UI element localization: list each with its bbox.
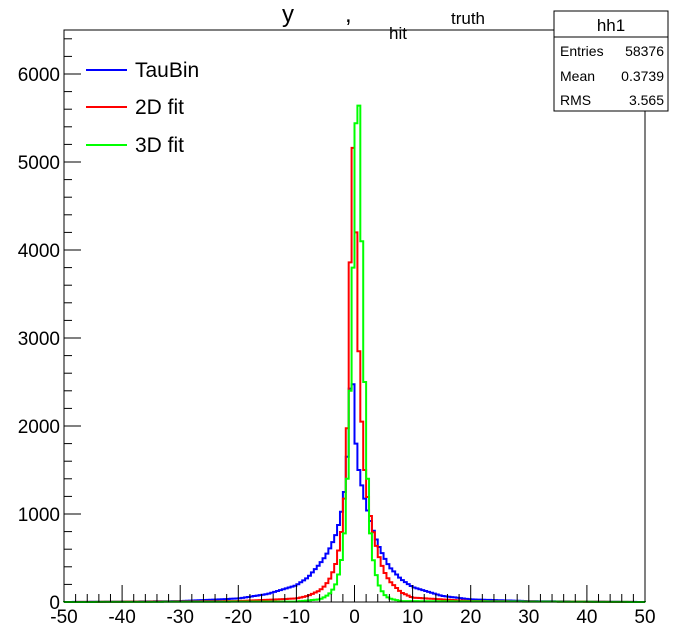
title-sub-hit: hit — [389, 24, 407, 43]
y-tick-label: 6000 — [18, 65, 60, 86]
x-tick-label: -30 — [166, 607, 193, 626]
x-tick-label: -20 — [225, 607, 252, 626]
legend-label-taubin: TauBin — [135, 59, 199, 82]
x-tick-label: 40 — [576, 607, 597, 626]
y-axis-tick-labels: 0 1000 2000 3000 4000 5000 6000 — [18, 65, 60, 614]
x-tick-label: 20 — [460, 607, 481, 626]
y-tick-label: 0 — [49, 593, 60, 614]
title-main: y — [282, 1, 294, 28]
stats-rms-label: RMS — [560, 92, 591, 108]
stats-rms-value: 3.565 — [629, 92, 664, 108]
stats-mean-value: 0.3739 — [621, 68, 664, 84]
series-layer — [63, 104, 646, 603]
y-tick-label: 5000 — [18, 153, 60, 174]
y-tick-label: 2000 — [18, 417, 60, 438]
x-tick-label: 30 — [518, 607, 539, 626]
stats-entries-value: 58376 — [625, 43, 664, 59]
x-tick-label: 0 — [349, 607, 360, 626]
legend-label-2d-fit: 2D fit — [135, 96, 184, 119]
stats-box-title: hh1 — [597, 16, 625, 35]
stats-mean-label: Mean — [560, 68, 595, 84]
x-axis-ticks — [63, 585, 646, 602]
y-tick-label: 1000 — [18, 505, 60, 526]
x-tick-label: -50 — [50, 607, 77, 626]
series-3d-fit-line — [63, 104, 646, 603]
legend: TauBin 2D fit 3D fit — [86, 59, 199, 157]
title-comma: , — [345, 1, 352, 28]
series-taubin-line — [63, 383, 646, 603]
stats-entries-label: Entries — [560, 43, 604, 59]
chart-title: y , hit truth — [282, 1, 485, 43]
stats-box-frame — [553, 10, 669, 112]
x-tick-label: -10 — [283, 607, 310, 626]
y-tick-label: 4000 — [18, 241, 60, 262]
y-axis-ticks — [64, 38, 81, 603]
stats-box: hh1 Entries 58376 Mean 0.3739 RMS 3.565 — [553, 10, 669, 112]
x-tick-label: -40 — [108, 607, 135, 626]
title-sub-truth: truth — [451, 9, 485, 28]
x-axis-tick-labels: -50 -40 -30 -20 -10 0 10 20 30 40 50 — [50, 607, 655, 626]
x-tick-label: 50 — [634, 607, 655, 626]
x-tick-label: 10 — [402, 607, 423, 626]
y-tick-label: 3000 — [18, 329, 60, 350]
legend-label-3d-fit: 3D fit — [135, 134, 184, 157]
